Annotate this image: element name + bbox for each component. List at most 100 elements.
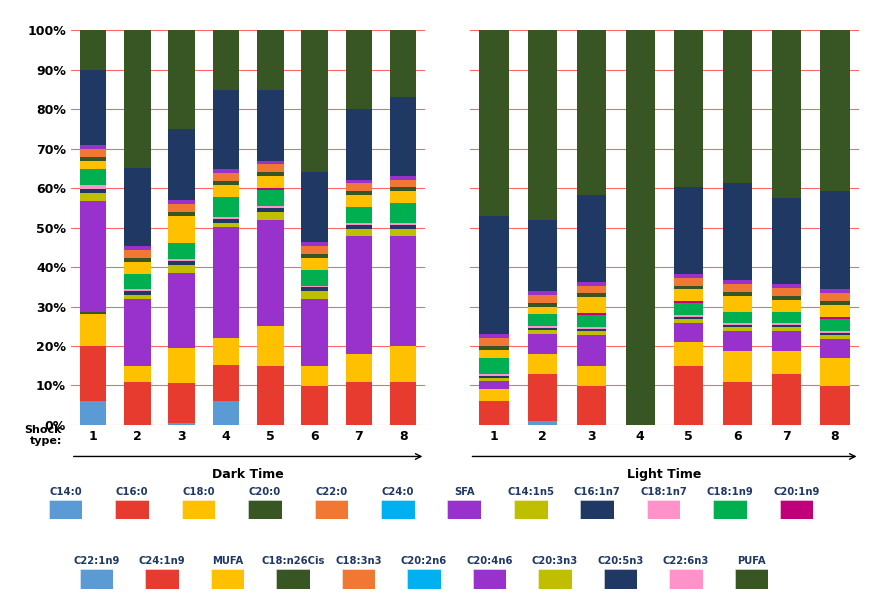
Bar bbox=[479, 216, 509, 334]
Bar bbox=[479, 382, 509, 390]
Bar bbox=[674, 323, 703, 342]
Bar bbox=[674, 304, 703, 315]
Text: C20:3n3: C20:3n3 bbox=[532, 557, 578, 566]
Bar bbox=[168, 259, 195, 261]
Bar bbox=[772, 374, 801, 425]
Bar bbox=[723, 351, 752, 382]
Text: C16:0: C16:0 bbox=[116, 487, 148, 497]
Bar bbox=[124, 290, 151, 291]
Bar bbox=[577, 327, 606, 329]
Bar bbox=[528, 303, 557, 307]
Text: C22:0: C22:0 bbox=[315, 487, 347, 497]
Bar bbox=[301, 285, 328, 288]
Bar bbox=[213, 226, 239, 337]
Bar bbox=[124, 262, 151, 274]
Bar bbox=[257, 208, 284, 212]
Text: Shock
type:: Shock type: bbox=[25, 425, 62, 447]
Bar bbox=[528, 220, 557, 291]
Bar bbox=[213, 219, 239, 223]
Bar bbox=[346, 237, 372, 354]
Bar bbox=[301, 258, 328, 270]
Bar bbox=[674, 285, 703, 290]
Bar bbox=[820, 293, 850, 301]
Text: Light Time: Light Time bbox=[627, 469, 702, 481]
Bar bbox=[479, 334, 509, 338]
Bar bbox=[674, 274, 703, 277]
Bar bbox=[168, 243, 195, 259]
Text: C18:0: C18:0 bbox=[183, 487, 214, 497]
Bar bbox=[80, 189, 106, 193]
Bar bbox=[479, 378, 509, 382]
Bar bbox=[346, 207, 372, 223]
Bar bbox=[577, 366, 606, 385]
Bar bbox=[80, 401, 106, 425]
Bar bbox=[124, 258, 151, 262]
Bar bbox=[390, 223, 416, 225]
Bar bbox=[772, 300, 801, 311]
Bar bbox=[772, 288, 801, 296]
Bar bbox=[674, 277, 703, 285]
Text: C14:1n5: C14:1n5 bbox=[507, 487, 555, 497]
Bar bbox=[168, 384, 195, 423]
Bar bbox=[213, 30, 239, 90]
Bar bbox=[346, 183, 372, 191]
Bar bbox=[674, 342, 703, 366]
Bar bbox=[577, 331, 606, 334]
Bar bbox=[168, 423, 195, 425]
Bar bbox=[213, 337, 239, 365]
Bar bbox=[820, 290, 850, 293]
Bar bbox=[772, 198, 801, 284]
Bar bbox=[479, 374, 509, 376]
Bar bbox=[479, 338, 509, 346]
Bar bbox=[124, 274, 151, 290]
Text: C18:1n9: C18:1n9 bbox=[707, 487, 753, 497]
Bar bbox=[301, 366, 328, 385]
Bar bbox=[257, 177, 284, 188]
Bar bbox=[723, 327, 752, 331]
Text: Dark Time: Dark Time bbox=[213, 469, 284, 481]
Bar bbox=[479, 390, 509, 401]
Text: C16:1n7: C16:1n7 bbox=[574, 487, 620, 497]
Bar bbox=[528, 354, 557, 374]
Text: C20:1n9: C20:1n9 bbox=[773, 487, 820, 497]
Bar bbox=[168, 265, 195, 273]
Bar bbox=[80, 185, 106, 189]
Bar bbox=[723, 382, 752, 425]
Bar bbox=[346, 195, 372, 207]
Bar bbox=[723, 292, 752, 296]
Bar bbox=[674, 290, 703, 301]
Bar bbox=[390, 225, 416, 229]
Text: C24:0: C24:0 bbox=[382, 487, 414, 497]
Bar bbox=[80, 145, 106, 149]
Bar bbox=[80, 70, 106, 145]
Text: PUFA: PUFA bbox=[737, 557, 766, 566]
Bar bbox=[257, 327, 284, 365]
Bar bbox=[168, 348, 195, 384]
Text: C14:0: C14:0 bbox=[50, 487, 82, 497]
Bar bbox=[390, 229, 416, 237]
Bar bbox=[257, 190, 284, 206]
Bar bbox=[213, 217, 239, 219]
Bar bbox=[820, 333, 850, 334]
Bar bbox=[257, 172, 284, 177]
Text: C18:3n3: C18:3n3 bbox=[335, 557, 382, 566]
Bar bbox=[528, 327, 557, 328]
Bar bbox=[80, 30, 106, 70]
Bar bbox=[674, 317, 703, 319]
Bar bbox=[390, 175, 416, 180]
Bar bbox=[723, 325, 752, 327]
Bar bbox=[479, 401, 509, 425]
Text: MUFA: MUFA bbox=[212, 557, 243, 566]
Bar bbox=[626, 30, 655, 425]
Bar bbox=[528, 421, 557, 425]
Bar bbox=[213, 181, 239, 185]
Bar bbox=[390, 191, 416, 203]
Bar bbox=[723, 296, 752, 311]
Bar bbox=[479, 346, 509, 350]
Text: SFA: SFA bbox=[454, 487, 475, 497]
Bar bbox=[723, 324, 752, 325]
Bar bbox=[772, 351, 801, 374]
Bar bbox=[301, 30, 328, 172]
Bar bbox=[479, 376, 509, 378]
Bar bbox=[820, 301, 850, 305]
